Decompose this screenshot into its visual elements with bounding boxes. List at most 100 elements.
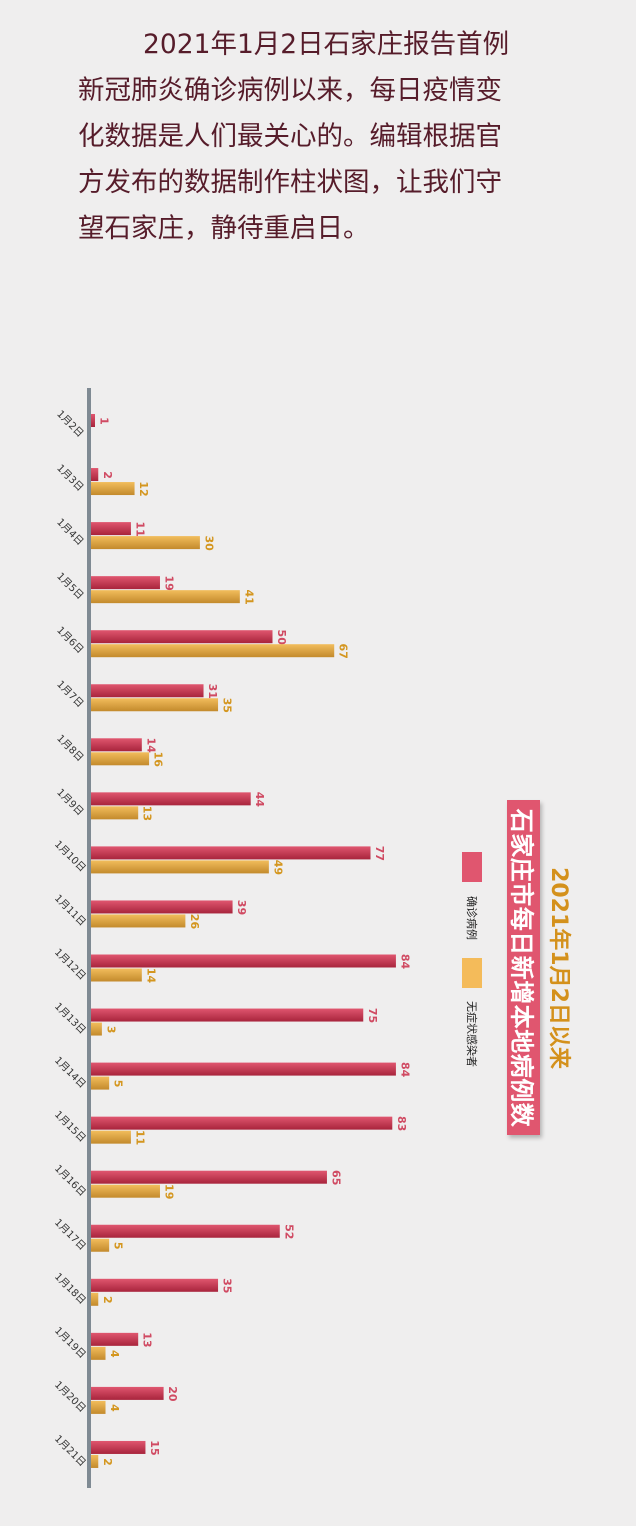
intro-paragraph: 2021年1月2日石家庄报告首例 新冠肺炎确诊病例以来，每日疫情变 化数据是人们… — [78, 22, 578, 252]
data-label: 77 — [373, 846, 386, 861]
bar-asymptomatic — [91, 1076, 110, 1090]
bar-confirmed — [91, 738, 142, 752]
data-label: 52 — [282, 1224, 295, 1239]
chart-title: 石家庄市每日新增本地病例数 — [507, 800, 540, 1135]
category-label: 1月17日 — [52, 1217, 88, 1253]
data-label: 4 — [108, 1350, 121, 1358]
data-label: 84 — [398, 1062, 411, 1078]
data-label: 19 — [162, 1184, 175, 1199]
data-label: 14 — [144, 738, 157, 754]
bar-confirmed — [91, 1386, 164, 1400]
bar-asymptomatic — [91, 1022, 102, 1036]
bar-confirmed — [91, 1170, 327, 1184]
bar-confirmed — [91, 846, 371, 860]
bar-asymptomatic — [91, 698, 219, 712]
data-label: 39 — [235, 900, 248, 915]
bar-asymptomatic — [91, 1454, 99, 1468]
bar-confirmed — [91, 792, 251, 806]
data-label: 75 — [366, 1008, 379, 1023]
bar-confirmed — [91, 468, 99, 482]
bar-confirmed — [91, 1332, 139, 1346]
data-label: 20 — [166, 1386, 179, 1402]
category-label: 1月21日 — [52, 1433, 88, 1469]
bar-confirmed — [91, 684, 204, 698]
category-label: 1月4日 — [54, 516, 86, 548]
data-label: 15 — [148, 1440, 161, 1455]
bar-asymptomatic — [91, 536, 200, 550]
data-label: 2 — [101, 471, 114, 479]
category-label: 1月18日 — [52, 1271, 88, 1307]
category-label: 1月7日 — [54, 678, 86, 710]
intro-line: 2021年1月2日石家庄报告首例 — [143, 29, 510, 60]
category-label: 1月2日 — [54, 408, 86, 440]
y-axis-line — [87, 388, 91, 1488]
bar-asymptomatic — [91, 1130, 131, 1144]
bar-asymptomatic — [91, 1184, 160, 1198]
data-label: 26 — [188, 914, 201, 930]
data-label: 2 — [101, 1296, 114, 1304]
data-label: 4 — [108, 1404, 121, 1412]
intro-line: 化数据是人们最关心的。编辑根据官 — [78, 121, 502, 152]
data-label: 44 — [253, 792, 266, 808]
data-label: 3 — [104, 1026, 117, 1034]
legend-swatch — [462, 852, 482, 882]
bar-confirmed — [91, 1116, 393, 1130]
intro-line: 望石家庄，静待重启日。 — [78, 213, 370, 244]
bar-confirmed — [91, 1062, 396, 1076]
category-label: 1月6日 — [54, 624, 86, 656]
category-label: 1月16日 — [52, 1163, 88, 1199]
bar-confirmed — [91, 1224, 280, 1238]
bar-confirmed — [91, 1278, 219, 1292]
category-label: 1月3日 — [54, 462, 86, 494]
bar-confirmed — [91, 1008, 364, 1022]
bar-confirmed — [91, 900, 233, 914]
category-label: 1月19日 — [52, 1325, 88, 1361]
data-label: 13 — [141, 806, 154, 821]
data-label: 5 — [112, 1080, 125, 1088]
data-label: 67 — [337, 644, 350, 659]
data-label: 16 — [152, 752, 165, 768]
bar-confirmed — [91, 1440, 146, 1454]
data-label: 2 — [101, 1458, 114, 1466]
category-label: 1月10日 — [52, 838, 88, 874]
category-label: 1月20日 — [52, 1379, 88, 1415]
category-label: 1月14日 — [52, 1054, 88, 1090]
bar-confirmed — [91, 630, 273, 644]
data-label: 19 — [162, 575, 175, 590]
bar-asymptomatic — [91, 968, 142, 982]
bar-asymptomatic — [91, 1238, 110, 1252]
category-label: 1月9日 — [54, 786, 86, 818]
category-label: 1月8日 — [54, 732, 86, 764]
data-label: 83 — [395, 1116, 408, 1131]
bar-asymptomatic — [91, 644, 335, 658]
data-label: 5 — [112, 1242, 125, 1250]
category-label: 1月12日 — [52, 946, 88, 982]
data-label: 35 — [221, 698, 234, 713]
bar-asymptomatic — [91, 914, 186, 928]
bar-asymptomatic — [91, 590, 240, 604]
category-label: 1月13日 — [52, 1000, 88, 1036]
category-label: 1月11日 — [52, 892, 88, 928]
data-label: 11 — [133, 521, 146, 536]
data-label: 50 — [275, 630, 288, 646]
category-label: 1月5日 — [54, 570, 86, 602]
bar-asymptomatic — [91, 752, 150, 766]
data-label: 35 — [221, 1278, 234, 1293]
bar-asymptomatic — [91, 806, 139, 820]
bar-confirmed — [91, 576, 160, 590]
bar-asymptomatic — [91, 482, 135, 496]
legend-label: 无症状感染者 — [465, 1001, 478, 1067]
data-label: 65 — [329, 1170, 342, 1185]
data-label: 84 — [398, 954, 411, 970]
data-label: 49 — [271, 860, 284, 875]
data-label: 1 — [98, 417, 111, 425]
category-label: 1月15日 — [52, 1108, 88, 1144]
bar-confirmed — [91, 522, 131, 536]
bar-asymptomatic — [91, 1292, 99, 1306]
bar-asymptomatic — [91, 1400, 106, 1414]
data-label: 41 — [242, 589, 255, 604]
intro-line: 新冠肺炎确诊病例以来，每日疫情变 — [78, 75, 502, 106]
data-label: 14 — [144, 968, 157, 984]
intro-line: 方发布的数据制作柱状图，让我们守 — [78, 167, 502, 198]
